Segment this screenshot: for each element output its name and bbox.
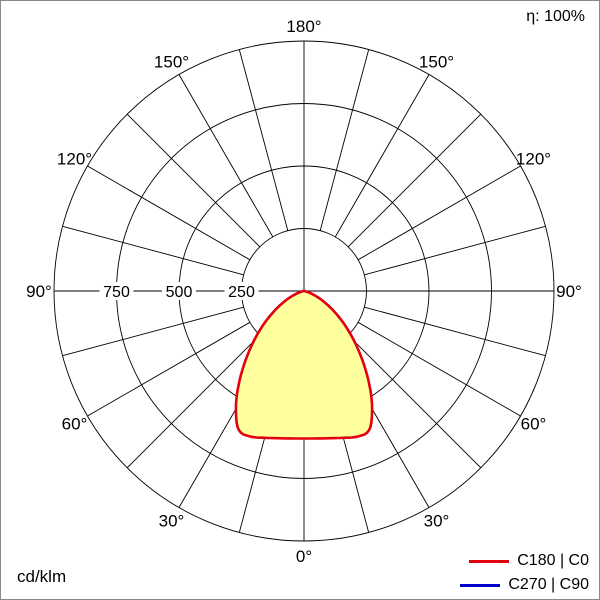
angle-label: 30°: [159, 512, 185, 531]
angle-label: 30°: [424, 512, 450, 531]
angle-label: 90°: [556, 282, 582, 301]
legend-item-c270-c90: C270 | C90: [460, 575, 589, 595]
angle-label: 60°: [62, 415, 88, 434]
legend-line-red: [469, 559, 510, 563]
angle-label: 150°: [419, 53, 454, 72]
efficiency-label: η: 100%: [526, 8, 585, 25]
unit-label: cd/klm: [17, 567, 67, 586]
angle-labels: 0° 30° 30° 60° 60° 90° 90° 120° 120° 150° 150° 180°: [26, 17, 582, 566]
angle-label: 180°: [286, 17, 321, 36]
legend-label-c270-c90: C270 | C90: [508, 576, 589, 593]
angle-label: 120°: [57, 150, 92, 169]
radial-tick-label: 250: [228, 284, 255, 301]
angle-label: 0°: [296, 547, 312, 566]
angle-label: 150°: [154, 53, 189, 72]
legend: C180 | C0 C270 | C90: [460, 551, 589, 595]
radial-tick-label: 750: [103, 284, 130, 301]
legend-line-blue: [460, 583, 501, 587]
angle-label: 60°: [521, 415, 547, 434]
radial-tick-labels: 250 500 750: [99, 282, 259, 301]
polar-grid: [53, 40, 555, 542]
angle-label: 120°: [516, 150, 551, 169]
radial-tick-label: 500: [166, 284, 193, 301]
legend-label-c180-c0: C180 | C0: [517, 552, 589, 569]
angle-label: 90°: [26, 282, 52, 301]
legend-item-c180-c0: C180 | C0: [460, 551, 589, 571]
curve-c180-c0: [234, 289, 374, 440]
